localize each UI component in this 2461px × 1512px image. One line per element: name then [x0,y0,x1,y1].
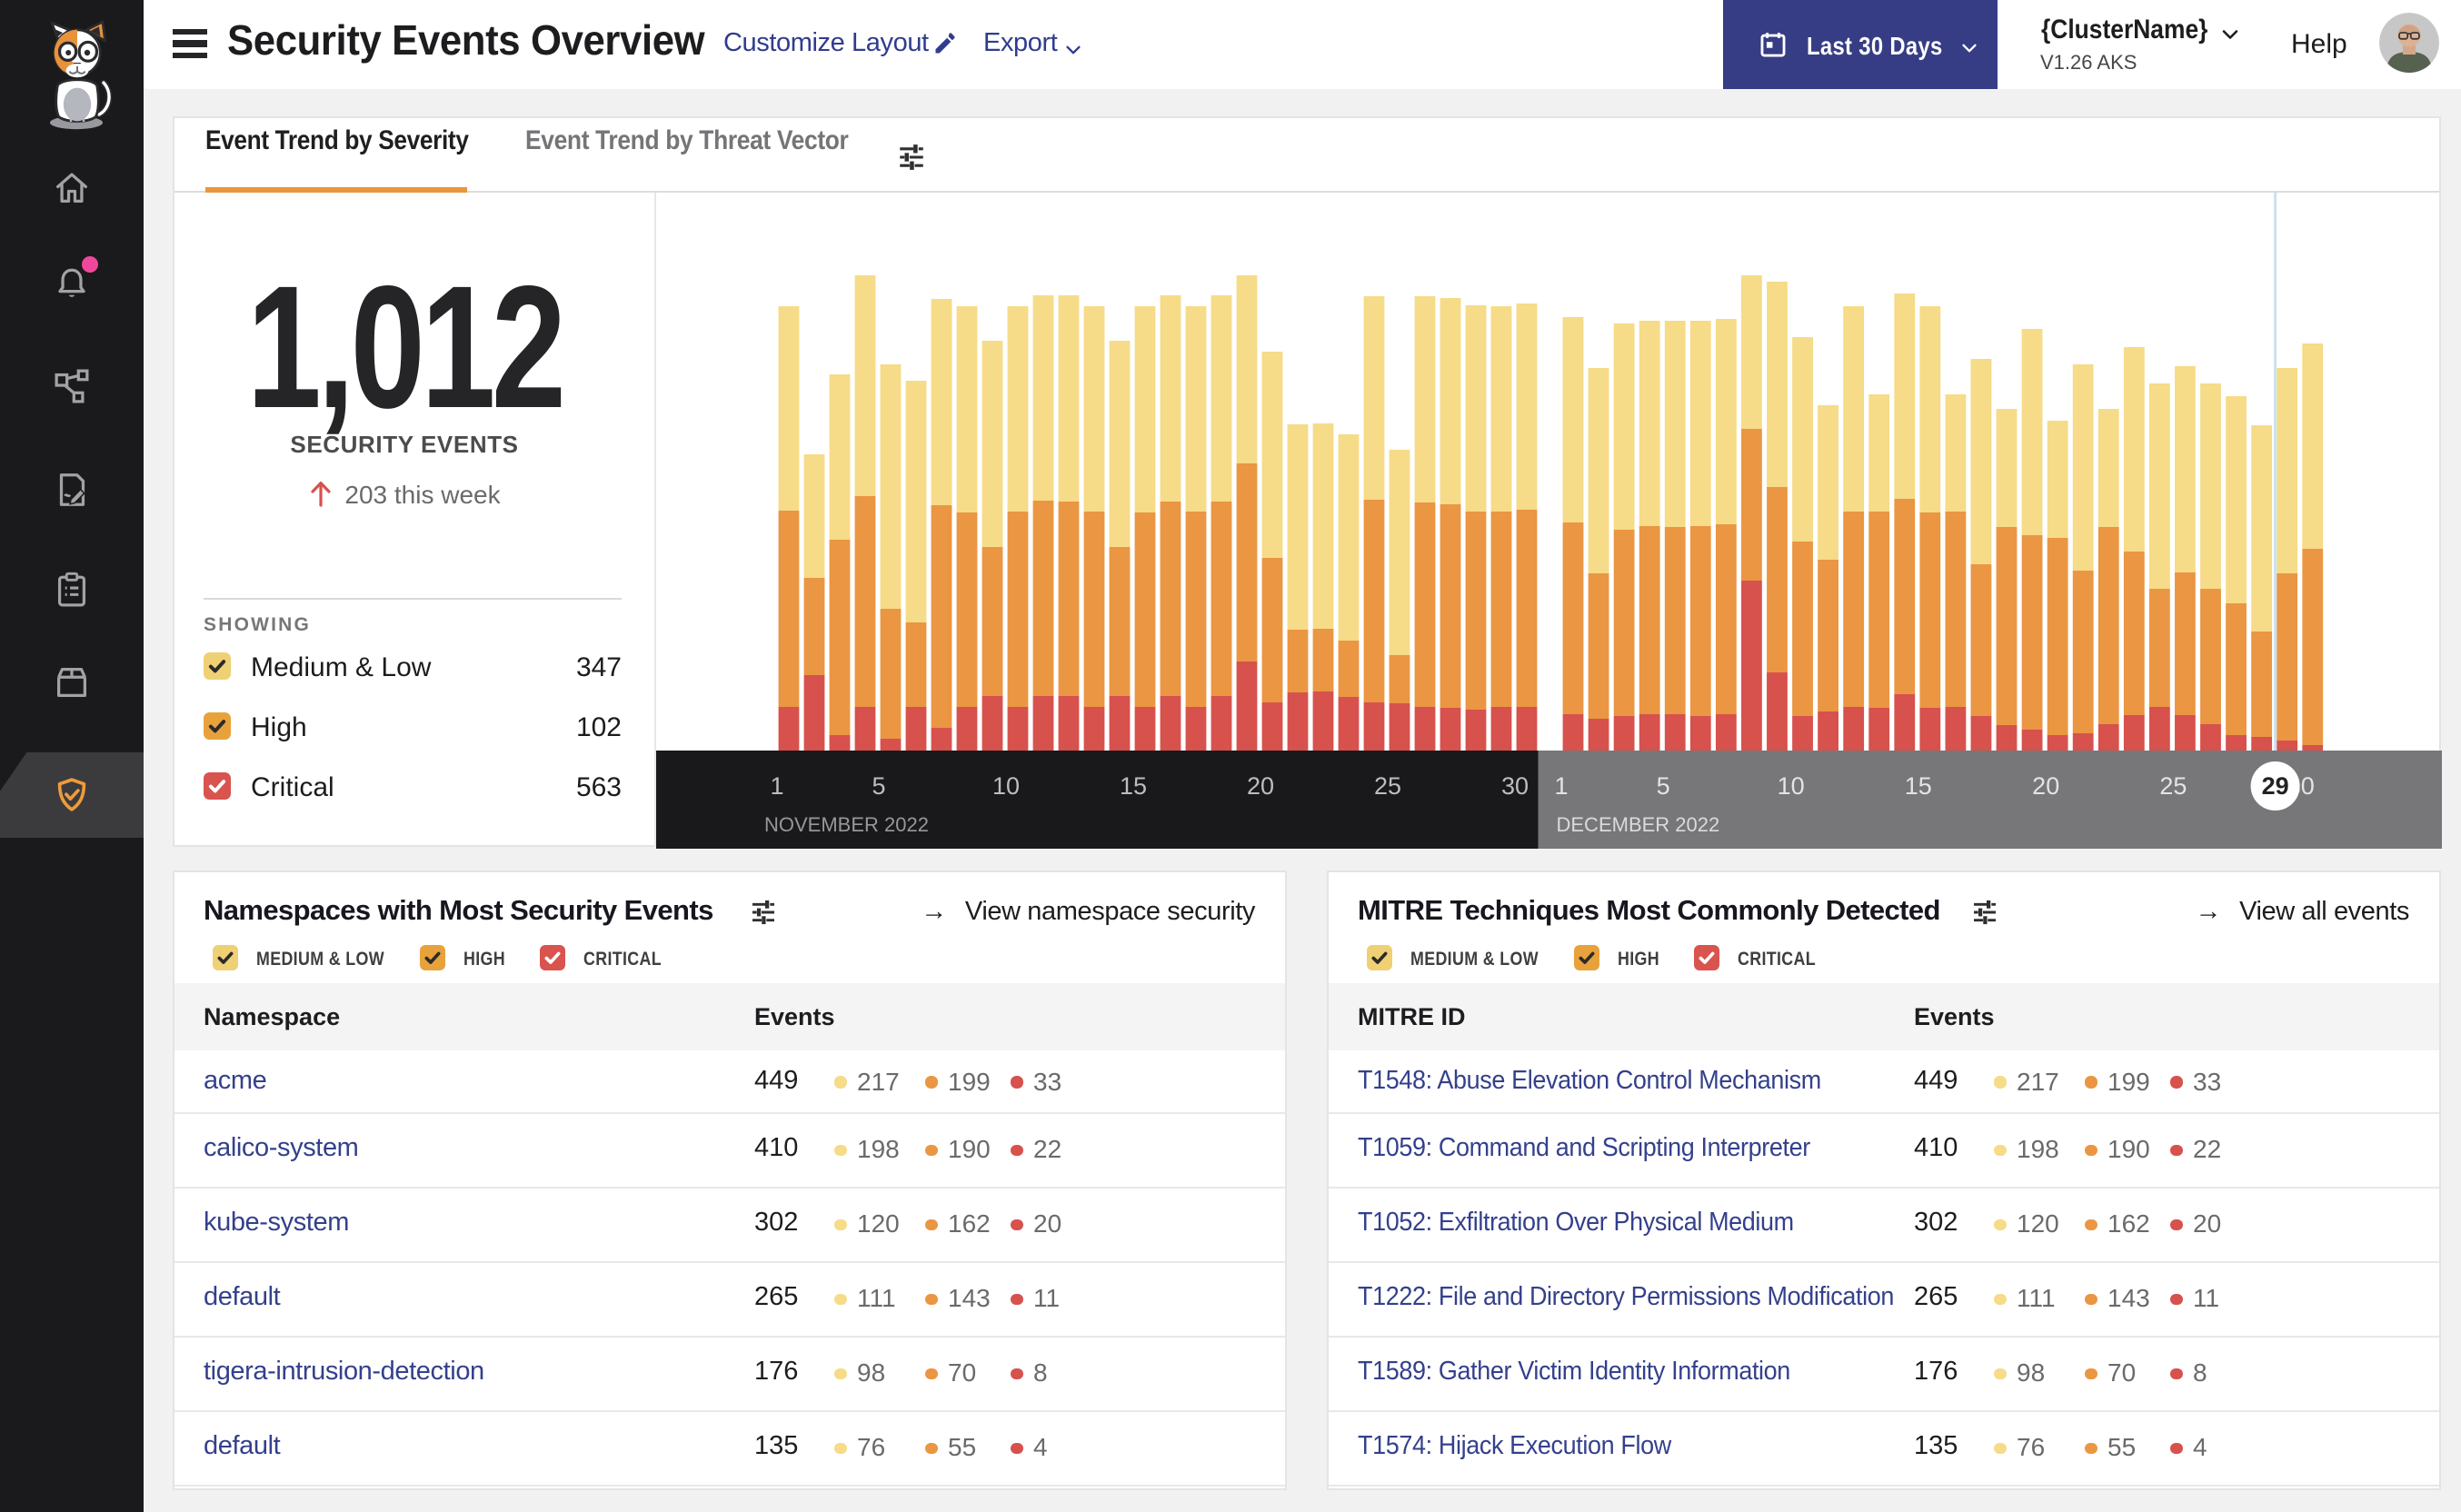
svg-text:30: 30 [1501,771,1529,799]
svg-text:1: 1 [1554,771,1568,799]
svg-text:20: 20 [1247,771,1274,799]
svg-text:25: 25 [2159,771,2187,799]
svg-text:5: 5 [872,771,885,799]
svg-text:20: 20 [2032,771,2059,799]
svg-text:NOVEMBER 2022: NOVEMBER 2022 [764,812,929,835]
svg-text:10: 10 [992,771,1020,799]
svg-text:1: 1 [770,771,783,799]
svg-text:29: 29 [2262,771,2289,799]
svg-text:DECEMBER 2022: DECEMBER 2022 [1557,812,1720,835]
svg-text:15: 15 [1905,771,1932,799]
svg-text:5: 5 [1657,771,1670,799]
svg-text:25: 25 [1374,771,1401,799]
svg-text:15: 15 [1120,771,1147,799]
svg-text:10: 10 [1778,771,1805,799]
